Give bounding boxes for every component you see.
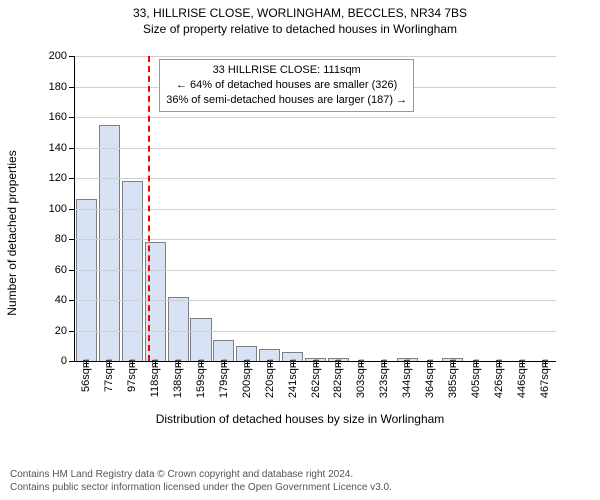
x-tick-label: 405sqm <box>470 359 482 398</box>
subtitle: Size of property relative to detached ho… <box>0 22 600 36</box>
x-tick-label: 385sqm <box>447 359 459 398</box>
reference-line <box>148 56 150 361</box>
x-axis-label: Distribution of detached houses by size … <box>156 412 445 426</box>
x-tick-label: 364sqm <box>424 359 436 398</box>
x-tick-label: 179sqm <box>218 359 230 398</box>
annotation-line: 36% of semi-detached houses are larger (… <box>166 93 407 108</box>
annotation-line: 33 HILLRISE CLOSE: 111sqm <box>166 63 407 78</box>
y-tick-label: 160 <box>49 111 75 123</box>
y-tick-label: 180 <box>49 81 75 93</box>
x-tick-label: 426sqm <box>493 359 505 398</box>
y-tick-label: 100 <box>49 203 75 215</box>
address-title: 33, HILLRISE CLOSE, WORLINGHAM, BECCLES,… <box>0 6 600 20</box>
chart: Number of detached properties 56sqm77sqm… <box>40 48 560 418</box>
y-tick-label: 80 <box>55 233 75 245</box>
annotation-line: ← 64% of detached houses are smaller (32… <box>166 78 407 93</box>
x-tick-label: 220sqm <box>264 359 276 398</box>
x-tick-label: 97sqm <box>126 359 138 392</box>
histogram-bar <box>76 199 97 361</box>
y-tick-label: 20 <box>55 325 75 337</box>
y-tick-label: 40 <box>55 294 75 306</box>
plot-area: 56sqm77sqm97sqm118sqm138sqm159sqm179sqm2… <box>74 56 556 362</box>
footer-line-2: Contains public sector information licen… <box>10 481 392 494</box>
reference-annotation: 33 HILLRISE CLOSE: 111sqm← 64% of detach… <box>159 59 414 112</box>
x-tick-label: 56sqm <box>80 359 92 392</box>
x-tick-label: 241sqm <box>287 359 299 398</box>
x-tick-label: 282sqm <box>332 359 344 398</box>
x-tick-label: 138sqm <box>172 359 184 398</box>
x-tick-label: 77sqm <box>103 359 115 392</box>
y-tick-label: 60 <box>55 264 75 276</box>
x-tick-label: 303sqm <box>355 359 367 398</box>
y-tick-label: 140 <box>49 142 75 154</box>
x-tick-label: 344sqm <box>401 359 413 398</box>
footer-line-1: Contains HM Land Registry data © Crown c… <box>10 468 392 481</box>
title-block: 33, HILLRISE CLOSE, WORLINGHAM, BECCLES,… <box>0 0 600 36</box>
x-tick-label: 467sqm <box>539 359 551 398</box>
histogram-bar <box>99 125 120 361</box>
x-tick-label: 200sqm <box>241 359 253 398</box>
x-tick-label: 446sqm <box>516 359 528 398</box>
histogram-bar <box>190 318 211 361</box>
histogram-bar <box>168 297 189 361</box>
x-tick-label: 159sqm <box>195 359 207 398</box>
x-tick-label: 323sqm <box>378 359 390 398</box>
histogram-bar <box>213 340 234 361</box>
y-axis-label: Number of detached properties <box>5 150 19 315</box>
y-tick-label: 200 <box>49 50 75 62</box>
footer-attribution: Contains HM Land Registry data © Crown c… <box>10 468 392 494</box>
y-tick-label: 0 <box>61 355 75 367</box>
y-tick-label: 120 <box>49 172 75 184</box>
x-tick-label: 262sqm <box>310 359 322 398</box>
x-tick-label: 118sqm <box>149 359 161 397</box>
